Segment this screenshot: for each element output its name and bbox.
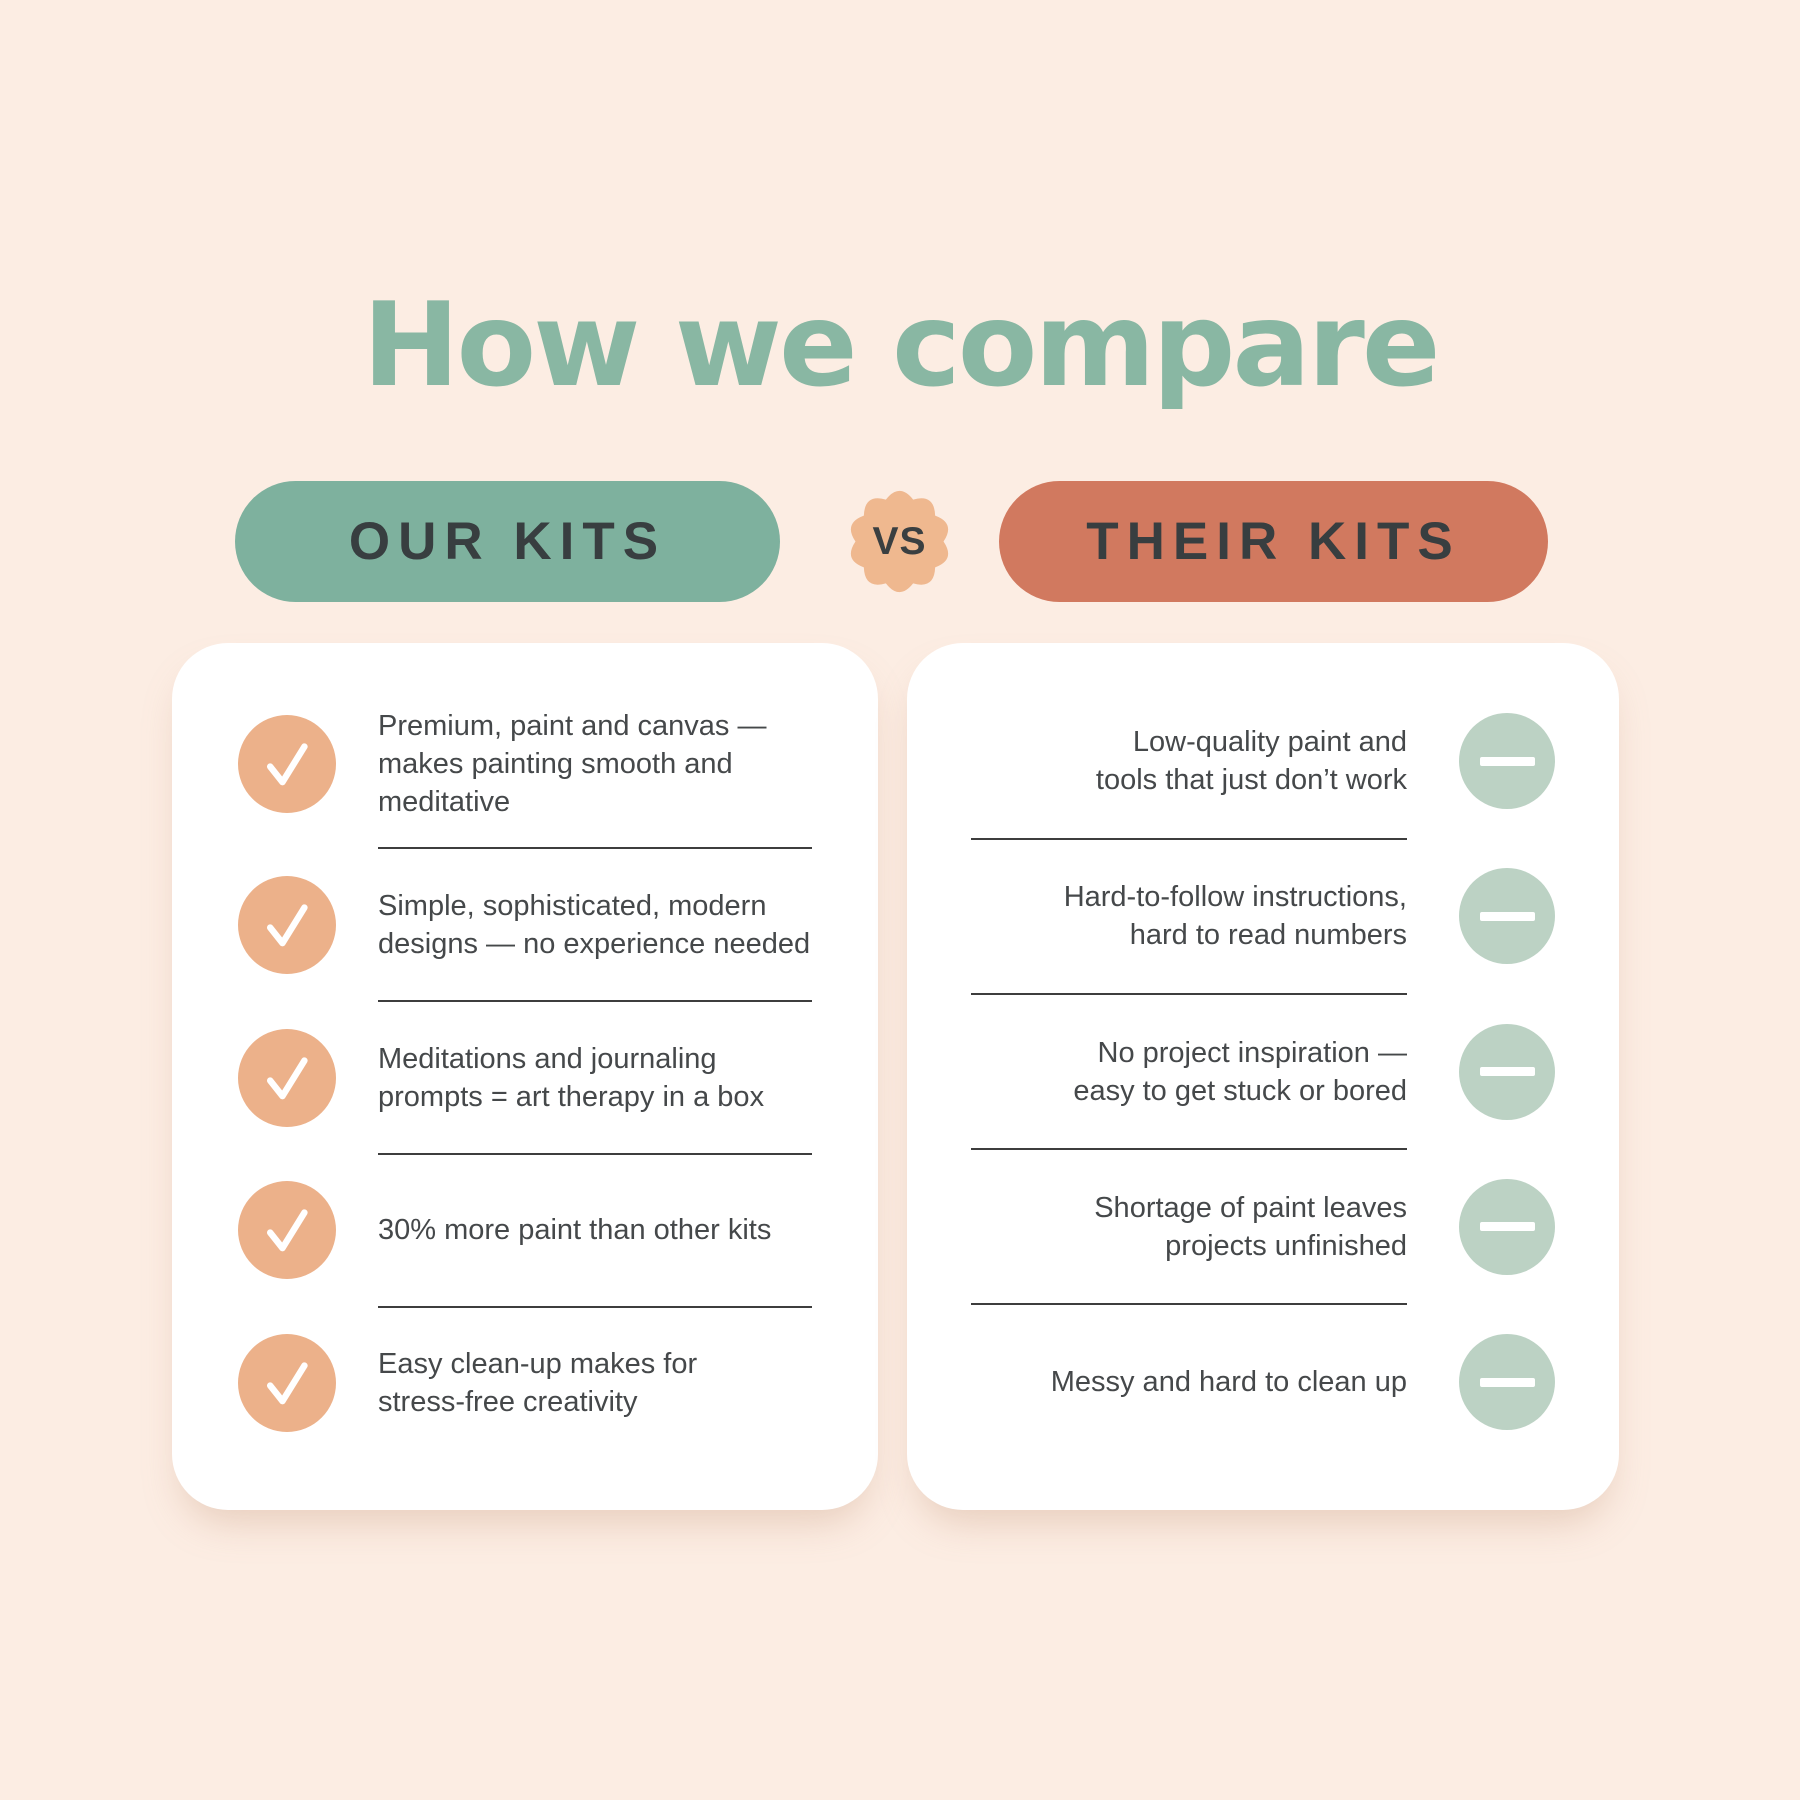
list-item: Shortage of paint leaves projects unfini… <box>971 1178 1555 1275</box>
page-title: How we compare <box>362 278 1440 413</box>
minus-icon <box>1459 1023 1555 1120</box>
vs-badge: VS <box>836 478 963 605</box>
list-item: 30% more paint than other kits <box>238 1181 812 1280</box>
item-text: Easy clean-up makes for stress-free crea… <box>378 1348 698 1418</box>
divider <box>971 1148 1407 1151</box>
item-text: Low-quality paint and tools that just do… <box>1095 726 1407 796</box>
check-icon <box>238 1334 336 1432</box>
minus-icon <box>1459 868 1555 965</box>
vs-label: VS <box>872 519 927 563</box>
item-text: Messy and hard to clean up <box>1050 1366 1407 1398</box>
minus-bar <box>1479 911 1535 921</box>
our-kits-label: OUR KITS <box>348 512 667 571</box>
list-item: Low-quality paint and tools that just do… <box>971 713 1555 809</box>
list-item: Hard-to-follow instructions, hard to rea… <box>971 868 1555 965</box>
item-text: Hard-to-follow instructions, hard to rea… <box>1063 881 1407 952</box>
minus-bar <box>1479 1067 1535 1076</box>
check-icon <box>238 1181 336 1280</box>
item-text: Shortage of paint leaves projects unfini… <box>1094 1191 1407 1262</box>
divider <box>971 1303 1407 1306</box>
minus-icon <box>1459 713 1555 809</box>
their-kits-card: Low-quality paint and tools that just do… <box>907 643 1619 1510</box>
item-text: No project inspiration — easy to get stu… <box>1073 1036 1407 1107</box>
divider <box>378 1305 812 1308</box>
check-icon <box>238 875 336 974</box>
divider <box>971 837 1407 840</box>
minus-bar <box>1479 756 1535 766</box>
list-item: Easy clean-up makes for stress-free crea… <box>238 1334 812 1432</box>
item-text: Premium, paint and canvas — makes painti… <box>378 710 767 818</box>
minus-bar <box>1479 1377 1535 1387</box>
our-kits-pill: OUR KITS <box>235 481 780 602</box>
item-text: Meditations and journaling prompts = art… <box>378 1042 765 1113</box>
list-item: Simple, sophisticated, modern designs — … <box>238 875 812 974</box>
their-kits-pill: THEIR KITS <box>999 481 1548 602</box>
list-item: Messy and hard to clean up <box>971 1334 1555 1430</box>
divider <box>378 1000 812 1003</box>
item-text: Simple, sophisticated, modern designs — … <box>378 889 811 960</box>
divider <box>971 992 1407 995</box>
minus-icon <box>1459 1178 1555 1275</box>
divider <box>378 1152 812 1155</box>
minus-icon <box>1459 1334 1555 1430</box>
check-icon <box>238 1028 336 1127</box>
divider <box>378 847 812 850</box>
list-item: Premium, paint and canvas — makes painti… <box>238 707 812 821</box>
seal-burst-icon <box>850 490 949 593</box>
item-text: 30% more paint than other kits <box>378 1214 772 1247</box>
list-item: No project inspiration — easy to get stu… <box>971 1023 1555 1120</box>
check-icon <box>238 715 336 813</box>
list-item: Meditations and journaling prompts = art… <box>238 1028 812 1127</box>
their-kits-label: THEIR KITS <box>1086 512 1461 571</box>
minus-bar <box>1479 1222 1535 1232</box>
our-kits-card: Premium, paint and canvas — makes painti… <box>172 643 878 1510</box>
